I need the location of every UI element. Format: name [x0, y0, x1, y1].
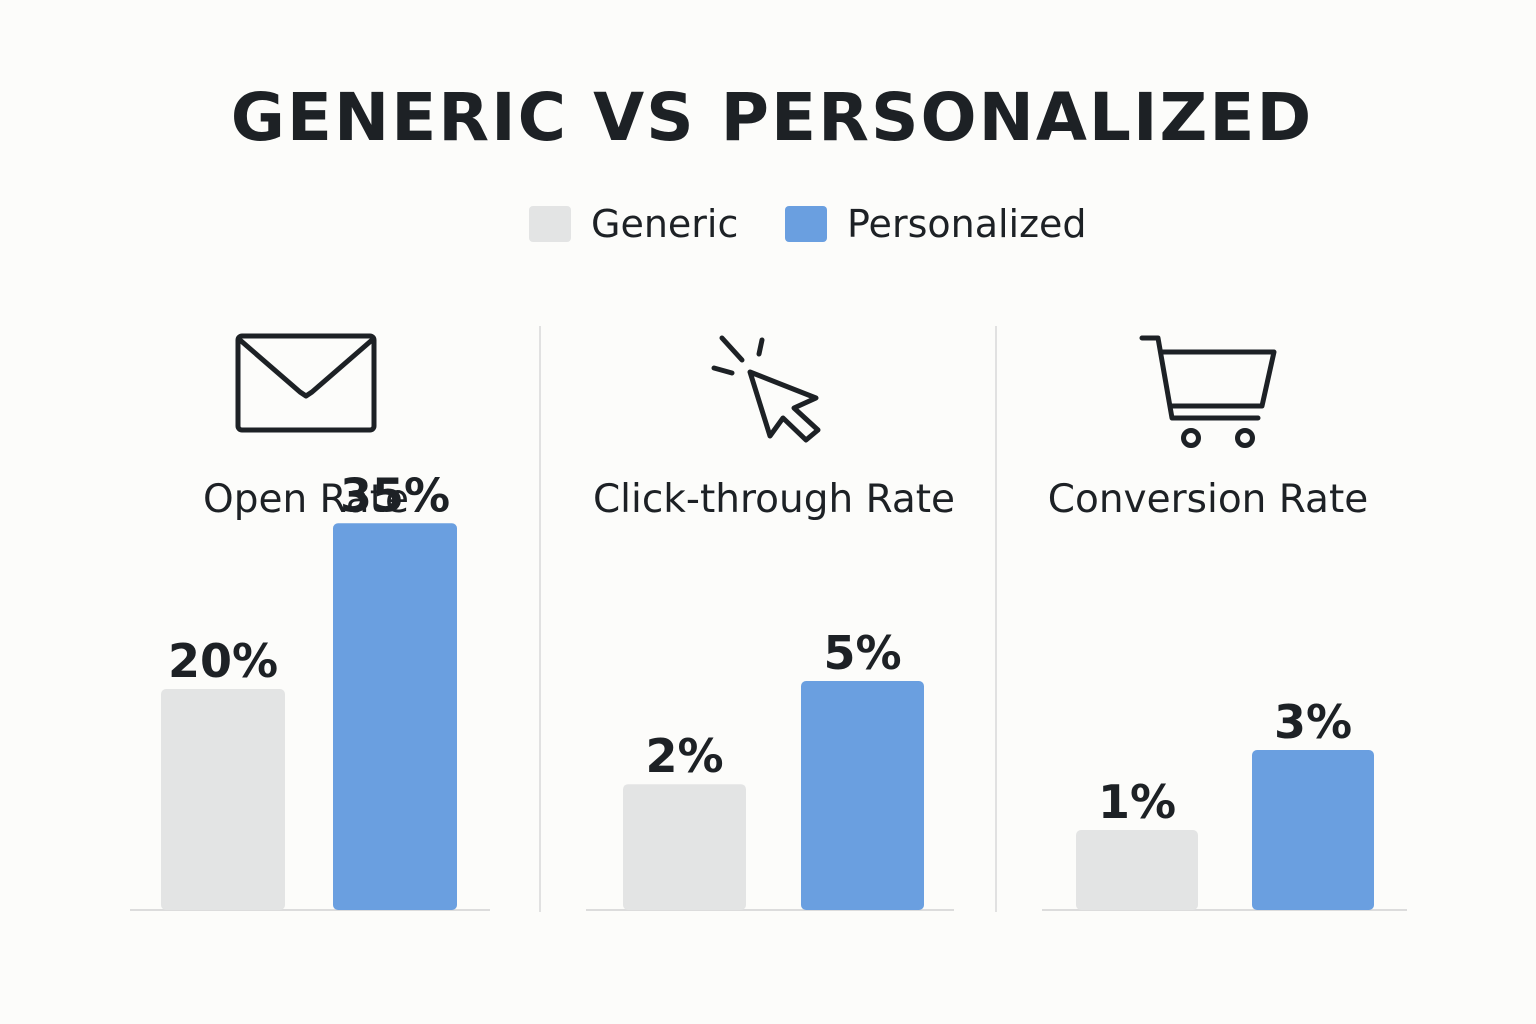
bar-click-through-rate-generic — [623, 784, 746, 910]
panel-divider — [995, 326, 997, 912]
chart-title: GENERIC VS PERSONALIZED — [230, 79, 1314, 156]
data-label-click-through-rate-generic: 2% — [645, 729, 723, 783]
cursor-click-icon — [706, 332, 826, 452]
data-label-conversion-rate-generic: 1% — [1098, 775, 1176, 829]
panel-label-open-rate: Open Rate — [203, 477, 409, 522]
bar-click-through-rate-personalized — [801, 681, 924, 910]
shopping-cart-icon — [1136, 330, 1282, 456]
bar-conversion-rate-generic — [1076, 830, 1198, 910]
legend-label-personalized: Personalized — [847, 202, 1087, 246]
data-label-click-through-rate-personalized: 5% — [823, 626, 901, 680]
envelope-icon — [230, 330, 382, 442]
legend-label-generic: Generic — [591, 202, 739, 246]
data-label-open-rate-generic: 20% — [168, 634, 278, 688]
panel-label-conversion-rate: Conversion Rate — [1047, 477, 1369, 522]
legend-swatch-personalized — [785, 206, 827, 242]
bar-open-rate-personalized — [333, 523, 457, 910]
panel-label-click-through-rate: Click-through Rate — [592, 477, 956, 522]
legend-item-personalized: Personalized — [785, 204, 1087, 244]
panel-divider — [539, 326, 541, 912]
bar-conversion-rate-personalized — [1252, 750, 1374, 910]
legend-swatch-generic — [529, 206, 571, 242]
bar-open-rate-generic — [161, 689, 285, 910]
legend-item-generic: Generic — [529, 204, 738, 244]
data-label-conversion-rate-personalized: 3% — [1274, 695, 1352, 749]
data-label-open-rate-personalized: 35% — [340, 468, 450, 522]
